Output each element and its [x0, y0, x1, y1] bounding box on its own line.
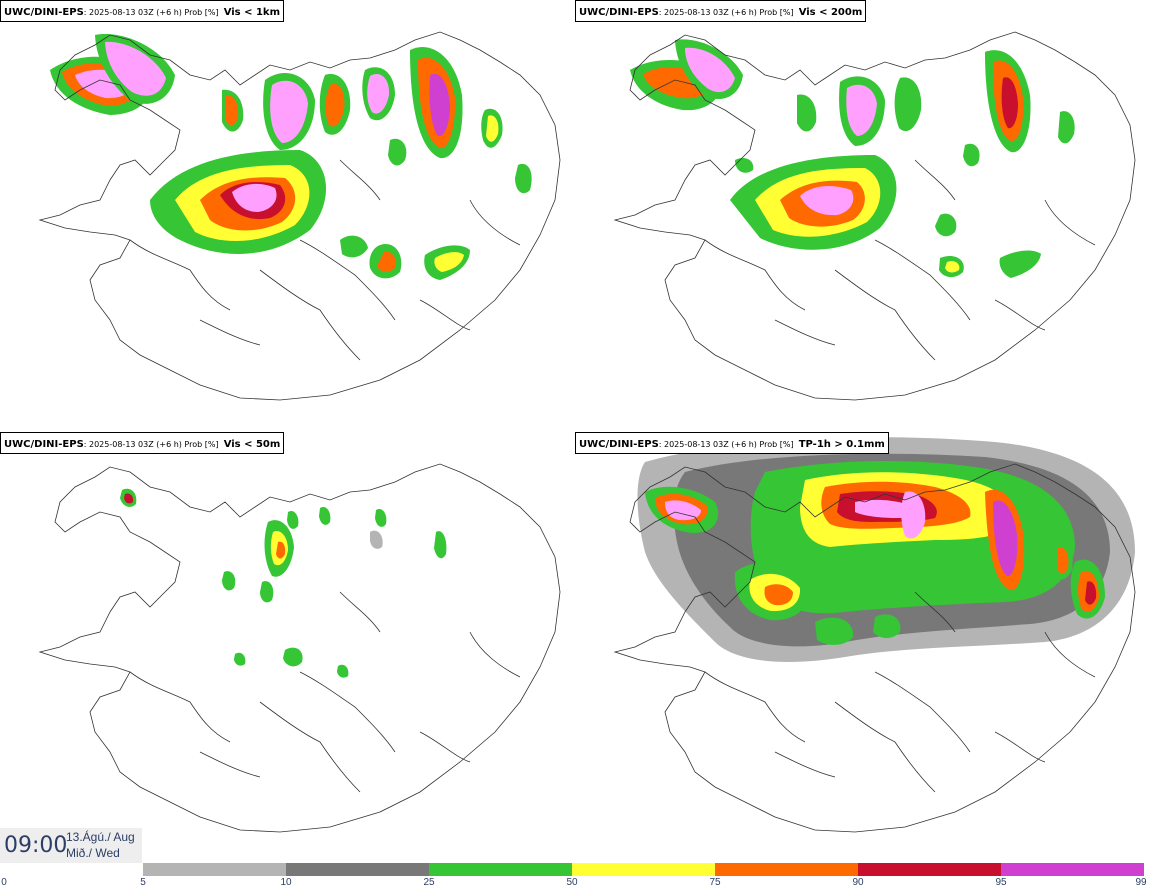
legend-tick-label: 25 — [423, 877, 435, 888]
model-name: UWC/DINI-EPS — [4, 439, 84, 450]
iceland-map — [613, 437, 1136, 833]
probability-field — [637, 437, 1135, 662]
legend-tick-label: 5 — [140, 877, 146, 888]
run-info: : 2025-08-13 03Z (+6 h) Prob [%] — [658, 8, 794, 17]
panel-title: UWC/DINI-EPS: 2025-08-13 03Z (+6 h) Prob… — [575, 0, 867, 22]
coastline — [38, 31, 561, 401]
legend-segment — [715, 863, 858, 876]
legend-tick-label: 90 — [852, 877, 864, 888]
panel-title: UWC/DINI-EPS: 2025-08-13 03Z (+6 h) Prob… — [0, 432, 285, 454]
legend-segment — [1001, 863, 1144, 876]
legend-tick-label: 75 — [709, 877, 721, 888]
panel-title: UWC/DINI-EPS: 2025-08-13 03Z (+6 h) Prob… — [0, 0, 285, 22]
coastline — [38, 463, 561, 833]
legend-segment — [429, 863, 572, 876]
probability-field — [120, 488, 447, 678]
run-info: : 2025-08-13 03Z (+6 h) Prob [%] — [658, 440, 794, 449]
probability-field — [50, 34, 532, 280]
legend-tick-label: 10 — [280, 877, 292, 888]
legend-tick-label: 50 — [566, 877, 578, 888]
probability-field — [630, 39, 1075, 278]
valid-time-box: 09:00 13.Ágú./ Aug Mið./ Wed — [0, 828, 142, 866]
parameter-label: Vis < 200m — [798, 7, 863, 18]
panel-title: UWC/DINI-EPS: 2025-08-13 03Z (+6 h) Prob… — [575, 432, 889, 454]
parameter-label: Vis < 50m — [223, 439, 281, 450]
valid-time: 09:00 — [4, 833, 68, 858]
model-name: UWC/DINI-EPS — [579, 439, 659, 450]
iceland-map — [613, 31, 1136, 401]
parameter-label: TP-1h > 0.1mm — [798, 439, 885, 450]
run-info: : 2025-08-13 03Z (+6 h) Prob [%] — [83, 8, 219, 17]
model-name: UWC/DINI-EPS — [579, 7, 659, 18]
model-name: UWC/DINI-EPS — [4, 7, 84, 18]
map-panel-vis-200m: UWC/DINI-EPS: 2025-08-13 03Z (+6 h) Prob… — [575, 0, 1150, 430]
iceland-map — [38, 31, 561, 401]
legend-tick-label: 95 — [995, 877, 1007, 888]
legend-segment — [858, 863, 1001, 876]
map-panel-vis-1km: UWC/DINI-EPS: 2025-08-13 03Z (+6 h) Prob… — [0, 0, 575, 430]
map-panel-precip: UWC/DINI-EPS: 2025-08-13 03Z (+6 h) Prob… — [575, 432, 1150, 862]
legend-tick-label: 0 — [1, 877, 7, 888]
legend-segment — [286, 863, 429, 876]
valid-date-line1: 13.Ágú./ Aug — [66, 830, 135, 844]
legend-tick-label: 99 — [1135, 877, 1147, 888]
legend-segment — [572, 863, 715, 876]
run-info: : 2025-08-13 03Z (+6 h) Prob [%] — [83, 440, 219, 449]
coastline — [613, 31, 1136, 401]
iceland-map — [38, 463, 561, 833]
coastline — [613, 463, 1136, 833]
map-panel-vis-50m: UWC/DINI-EPS: 2025-08-13 03Z (+6 h) Prob… — [0, 432, 575, 862]
parameter-label: Vis < 1km — [223, 7, 281, 18]
legend-segment — [143, 863, 286, 876]
legend-segment — [0, 863, 143, 876]
color-legend: 0 5 10 25 50 75 90 95 99 — [0, 862, 1150, 891]
valid-date-line2: Mið./ Wed — [66, 846, 120, 860]
